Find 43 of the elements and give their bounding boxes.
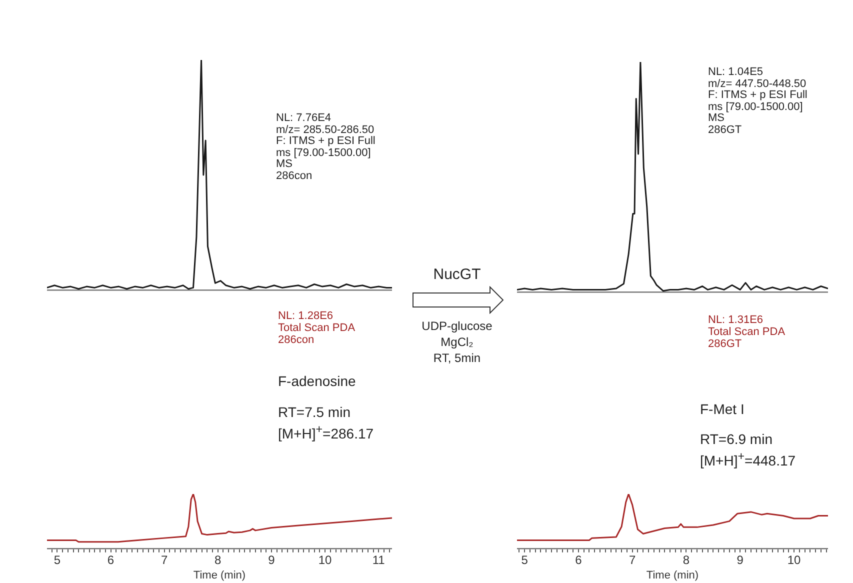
text: F-adenosine — [278, 373, 356, 389]
annotation: NL: 1.04E5 — [708, 66, 764, 78]
text: Total Scan PDA — [278, 322, 356, 334]
text: RT=6.9 min — [700, 431, 772, 447]
x-tick-label: 6 — [575, 552, 582, 567]
text: NL: 1.28E6 — [278, 310, 334, 322]
text: RT=7.5 min — [278, 404, 350, 420]
x-tick-label: 5 — [521, 552, 528, 567]
x-tick-label: 7 — [629, 552, 636, 567]
x-axis-title: Time (min) — [193, 569, 246, 582]
text: NL: 1.31E6 — [708, 314, 764, 326]
annotation: F: ITMS + p ESI Full — [276, 135, 376, 147]
text: [M+H]$^{+}$=286.17 — [278, 423, 374, 442]
annotation: F: ITMS + p ESI Full — [708, 89, 808, 101]
annotation: 286GT — [708, 124, 742, 136]
x-tick-label: 11 — [372, 552, 386, 567]
annotation: m/z= 285.50-286.50 — [276, 124, 374, 136]
annotation: ms [79.00-1500.00] — [276, 146, 371, 158]
text: 286GT — [708, 338, 742, 350]
x-tick-label: 9 — [268, 552, 276, 567]
annotation: NL: 7.76E4 — [276, 112, 332, 124]
text: F-Met I — [700, 401, 744, 417]
x-tick-label: 9 — [736, 552, 744, 567]
x-tick-label: 7 — [160, 552, 168, 567]
text: UDP-glucose — [422, 319, 492, 333]
x-tick-label: 8 — [214, 552, 222, 567]
annotation: MS — [708, 112, 724, 124]
x-tick-label: 5 — [54, 552, 61, 567]
annotation: ms [79.00-1500.00] — [708, 100, 803, 112]
text: RT, 5min — [433, 351, 481, 365]
annotation: MS — [276, 158, 292, 170]
x-tick-label: 10 — [318, 552, 332, 567]
x-axis-title: Time (min) — [646, 569, 699, 582]
annotation: 286con — [276, 170, 312, 182]
text: MgCl₂ — [440, 335, 474, 349]
annotation: m/z= 447.50-448.50 — [708, 78, 806, 90]
text: NucGT — [433, 266, 481, 283]
text: [M+H]$^{+}$=448.17 — [700, 450, 796, 469]
x-tick-label: 6 — [107, 552, 114, 567]
x-tick-label: 8 — [682, 552, 690, 567]
text: Total Scan PDA — [708, 326, 786, 338]
text: 286con — [278, 334, 314, 346]
x-tick-label: 10 — [787, 552, 802, 567]
